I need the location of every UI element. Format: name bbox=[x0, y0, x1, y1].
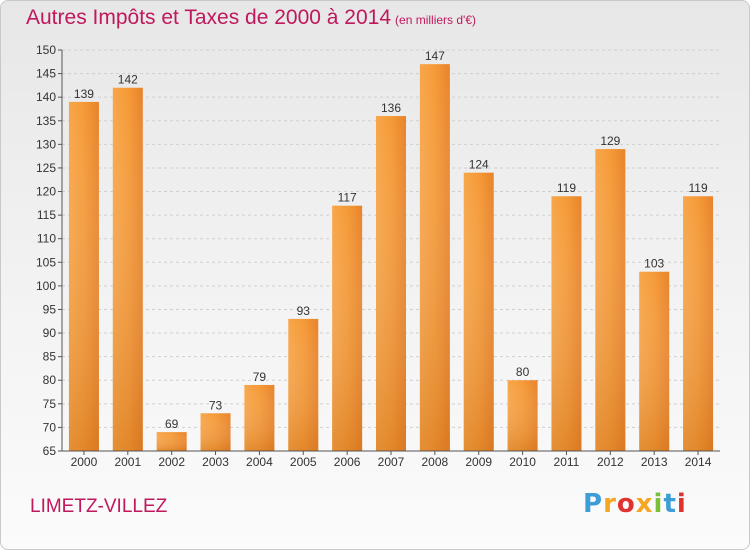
bar-shade-2006 bbox=[332, 205, 363, 451]
data-label: 103 bbox=[644, 257, 664, 271]
chart-title: Autres Impôts et Taxes de 2000 à 2014 (en… bbox=[26, 6, 476, 30]
bar-shade-2002 bbox=[156, 432, 187, 451]
logo-letter: P bbox=[583, 489, 604, 519]
x-tick-label: 2009 bbox=[465, 455, 492, 469]
data-label: 93 bbox=[297, 304, 311, 318]
y-tick-label: 110 bbox=[37, 232, 56, 246]
y-tick-label: 65 bbox=[43, 444, 57, 458]
y-tick-label: 150 bbox=[36, 43, 56, 57]
x-tick-label: 2010 bbox=[509, 455, 536, 469]
logo-letter: t bbox=[663, 489, 677, 519]
x-tick-label: 2004 bbox=[246, 455, 273, 469]
data-label: 119 bbox=[688, 181, 707, 195]
data-label: 124 bbox=[469, 158, 489, 172]
data-label: 129 bbox=[600, 134, 620, 148]
x-tick-label: 2011 bbox=[554, 455, 580, 469]
data-label: 142 bbox=[118, 73, 138, 87]
x-tick-label: 2014 bbox=[685, 455, 712, 469]
bar-shade-2012 bbox=[595, 149, 626, 451]
chart-title-text: Autres Impôts et Taxes de 2000 à 2014 bbox=[26, 6, 392, 29]
data-label: 147 bbox=[425, 49, 445, 63]
data-label: 119 bbox=[557, 181, 576, 195]
bar-shade-2009 bbox=[463, 172, 494, 452]
x-tick-label: 2013 bbox=[641, 455, 668, 469]
x-tick-label: 2012 bbox=[597, 455, 624, 469]
logo-letter: r bbox=[603, 489, 617, 519]
bar-shade-2014 bbox=[683, 196, 714, 451]
x-tick-label: 2007 bbox=[378, 455, 405, 469]
data-label: 79 bbox=[253, 370, 267, 384]
y-tick-label: 80 bbox=[43, 373, 57, 387]
x-tick-label: 2003 bbox=[202, 455, 229, 469]
y-tick-label: 120 bbox=[36, 185, 56, 199]
x-tick-label: 2001 bbox=[114, 455, 141, 469]
logo-letter: o bbox=[616, 489, 636, 519]
bar-shade-2007 bbox=[376, 116, 406, 451]
x-tick-label: 2005 bbox=[290, 455, 317, 469]
x-tick-label: 2008 bbox=[422, 455, 449, 469]
bar-shade-2005 bbox=[288, 318, 319, 451]
y-tick-label: 145 bbox=[36, 67, 56, 81]
y-tick-label: 75 bbox=[43, 397, 57, 411]
data-label: 136 bbox=[381, 101, 401, 115]
chart-subtitle: (en milliers d'€) bbox=[395, 13, 477, 27]
logo-letter: x bbox=[635, 489, 654, 519]
y-tick-label: 105 bbox=[36, 255, 56, 269]
bar-shade-2000 bbox=[68, 101, 99, 452]
y-tick-labels: 65 70 75 80 85 90 95 100 105 110 115 120 125 130 135 14… bbox=[36, 43, 56, 458]
y-tick-label: 130 bbox=[36, 137, 56, 151]
bar-shade-2008 bbox=[419, 64, 450, 451]
data-labels: 139 142 69 73 79 93 117 136 147 124 80 119 129 103 119 bbox=[74, 49, 708, 431]
bars bbox=[68, 64, 714, 452]
logo-letter: i bbox=[676, 489, 687, 519]
data-label: 69 bbox=[165, 417, 179, 431]
axes bbox=[61, 50, 720, 455]
y-tick-label: 140 bbox=[36, 90, 56, 104]
y-tick-label: 95 bbox=[43, 302, 57, 316]
proxiti-logo: Proxiti bbox=[583, 489, 687, 519]
y-tick-label: 100 bbox=[36, 279, 56, 293]
x-tick-label: 2002 bbox=[158, 455, 185, 469]
data-label: 80 bbox=[516, 365, 530, 379]
data-label: 139 bbox=[74, 87, 94, 101]
bar-shade-2013 bbox=[639, 271, 670, 451]
bar-shade-2010 bbox=[507, 380, 538, 451]
commune-name: LIMETZ-VILLEZ bbox=[30, 496, 168, 517]
bar-shade-2004 bbox=[244, 384, 275, 451]
x-tick-label: 2000 bbox=[71, 455, 98, 469]
x-tick-labels: 2000 2001 2002 2003 2004 2005 2006 2007 2008 2009… bbox=[71, 455, 712, 469]
y-tick-label: 135 bbox=[36, 114, 56, 128]
y-tick-label: 115 bbox=[37, 208, 56, 222]
x-tick-label: 2006 bbox=[334, 455, 361, 469]
y-tick-label: 90 bbox=[43, 326, 57, 340]
bar-shade-2003 bbox=[200, 413, 231, 451]
y-tick-label: 125 bbox=[36, 161, 56, 175]
data-label: 117 bbox=[338, 191, 357, 205]
y-tick-label: 70 bbox=[43, 420, 57, 434]
y-tick-label: 85 bbox=[43, 350, 57, 364]
logo-letter: i bbox=[653, 489, 664, 519]
data-label: 73 bbox=[209, 398, 223, 412]
bar-shade-2011 bbox=[551, 196, 582, 451]
bar-shade-2001 bbox=[112, 87, 143, 451]
